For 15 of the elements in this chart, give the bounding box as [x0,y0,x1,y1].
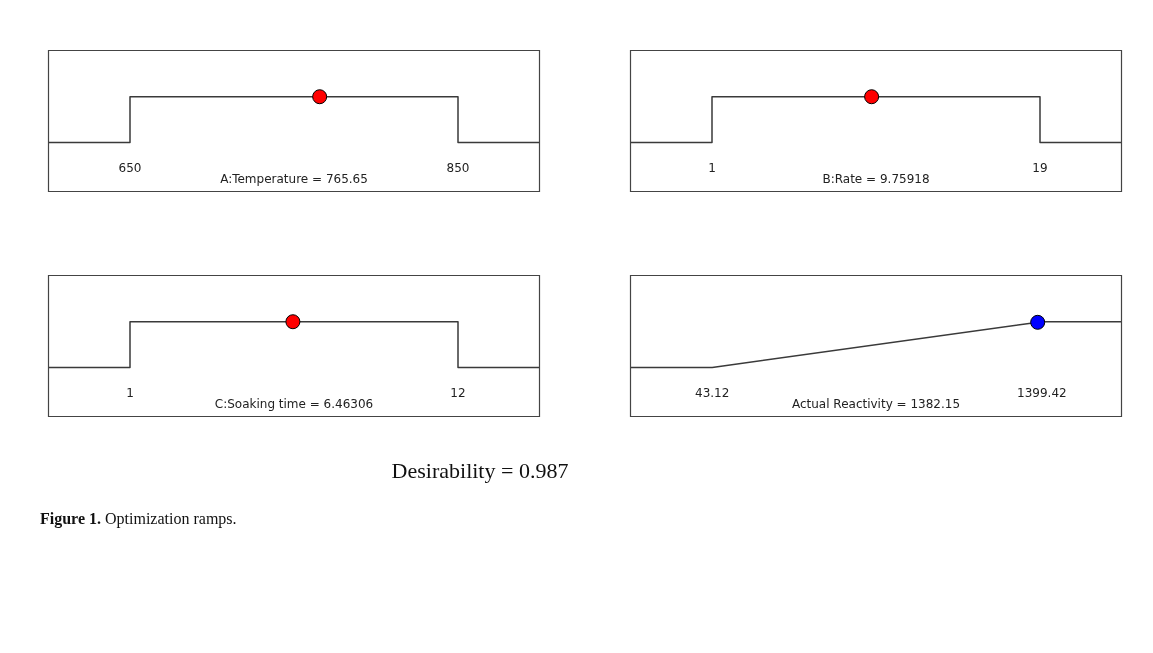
x-tick-label: 850 [446,160,470,175]
x-axis-title: A:Temperature = 765.65 [220,172,368,187]
x-axis-title: Actual Reactivity = 1382.15 [791,397,961,412]
x-axis-title: C:Soaking time = 6.46306 [214,397,374,412]
x-tick-label: 1 [126,385,134,400]
x-axis-title: B:Rate = 9.75918 [822,172,930,187]
x-tick-label: 43.12 [695,385,730,400]
x-tick-label: 650 [118,160,142,175]
caption: Figure 1. [40,510,102,527]
text: Desirability = 0.987 [390,458,570,484]
x-tick-label: 19 [1032,160,1048,175]
x-tick-label: 12 [450,385,466,400]
x-tick-label: 1 [708,160,716,175]
x-tick-label: 1399.42 [1017,385,1067,400]
text: Optimization ramps. [104,510,237,527]
